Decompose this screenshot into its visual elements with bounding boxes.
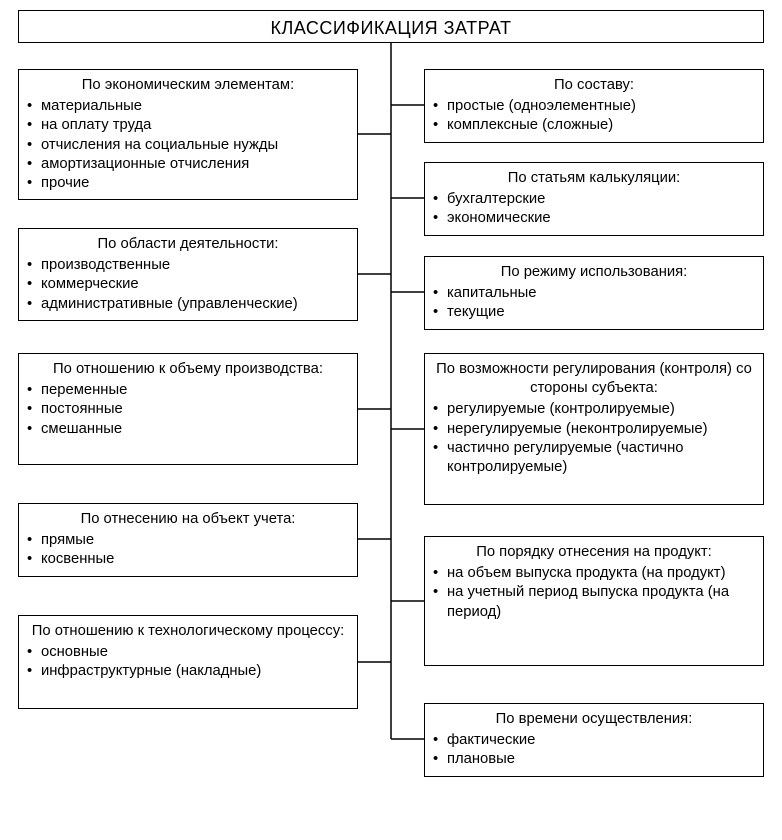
box-item: на объем выпуска продукта (на продукт) [433, 564, 755, 583]
category-box-l2: По области деятельности: производственные… [18, 228, 358, 321]
box-item: прочие [27, 174, 349, 193]
box-heading: По статьям калькуляции: [433, 169, 755, 188]
box-heading: По времени осуществления: [433, 710, 755, 729]
diagram-title: КЛАССИФИКАЦИЯ ЗАТРАТ [270, 18, 511, 38]
box-items: основныеинфраструктурные (накладные) [27, 643, 349, 681]
box-item: постоянные [27, 400, 349, 419]
category-box-r1: По составу: простые (одноэлементные)компл… [424, 69, 764, 143]
category-box-r3: По режиму использования: капитальныетекущ… [424, 256, 764, 330]
box-item: регулируемые (контролируемые) [433, 400, 755, 419]
box-heading: По составу: [433, 76, 755, 95]
diagram-container: КЛАССИФИКАЦИЯ ЗАТРАТ По экономическим эл… [0, 0, 782, 840]
category-box-l4: По отнесению на объект учета: прямыекосве… [18, 503, 358, 577]
box-items: простые (одноэлементные)комплексные (сло… [433, 97, 755, 135]
box-item: комплексные (сложные) [433, 116, 755, 135]
box-items: фактическиеплановые [433, 731, 755, 769]
category-box-r4: По возможности регулирования (контроля) … [424, 353, 764, 505]
box-item: простые (одноэлементные) [433, 97, 755, 116]
category-box-l3: По отношению к объему производства: перем… [18, 353, 358, 465]
box-item: бухгалтерские [433, 190, 755, 209]
title-box: КЛАССИФИКАЦИЯ ЗАТРАТ [18, 10, 764, 43]
box-heading: По отношению к технологическому процессу… [27, 622, 349, 641]
category-box-r5: По порядку отнесения на продукт: на объем… [424, 536, 764, 666]
box-item: отчисления на социальные нужды [27, 136, 349, 155]
box-heading: По режиму использования: [433, 263, 755, 282]
box-item: плановые [433, 750, 755, 769]
box-item: коммерческие [27, 275, 349, 294]
category-box-l1: По экономическим элементам: материальныен… [18, 69, 358, 200]
box-item: переменные [27, 381, 349, 400]
box-item: нерегулируемые (неконтролируемые) [433, 420, 755, 439]
category-box-r6: По времени осуществления: фактическиеплан… [424, 703, 764, 777]
box-item: капитальные [433, 284, 755, 303]
box-item: основные [27, 643, 349, 662]
box-heading: По отношению к объему производства: [27, 360, 349, 379]
box-item: прямые [27, 531, 349, 550]
box-items: регулируемые (контролируемые)нерегулируе… [433, 400, 755, 477]
category-box-l5: По отношению к технологическому процессу… [18, 615, 358, 709]
box-items: на объем выпуска продукта (на продукт)на… [433, 564, 755, 622]
box-heading: По отнесению на объект учета: [27, 510, 349, 529]
box-items: капитальныетекущие [433, 284, 755, 322]
box-item: производственные [27, 256, 349, 275]
box-item: на учетный период выпуска продукта (на п… [433, 583, 755, 621]
box-items: материальныена оплату трудаотчисления на… [27, 97, 349, 193]
category-box-r2: По статьям калькуляции: бухгалтерскиеэкон… [424, 162, 764, 236]
box-heading: По экономическим элементам: [27, 76, 349, 95]
box-items: прямыекосвенные [27, 531, 349, 569]
box-item: административные (управленческие) [27, 295, 349, 314]
box-heading: По порядку отнесения на продукт: [433, 543, 755, 562]
box-heading: По области деятельности: [27, 235, 349, 254]
box-item: экономические [433, 209, 755, 228]
box-item: материальные [27, 97, 349, 116]
box-items: бухгалтерскиеэкономические [433, 190, 755, 228]
box-item: текущие [433, 303, 755, 322]
box-item: частично регулируемые (частично контроли… [433, 439, 755, 477]
box-items: переменныепостоянныесмешанные [27, 381, 349, 439]
box-item: косвенные [27, 550, 349, 569]
box-item: фактические [433, 731, 755, 750]
box-heading: По возможности регулирования (контроля) … [433, 360, 755, 398]
box-item: инфраструктурные (накладные) [27, 662, 349, 681]
box-item: амортизационные отчисления [27, 155, 349, 174]
box-items: производственныекоммерческиеадминистрати… [27, 256, 349, 314]
box-item: смешанные [27, 420, 349, 439]
box-item: на оплату труда [27, 116, 349, 135]
